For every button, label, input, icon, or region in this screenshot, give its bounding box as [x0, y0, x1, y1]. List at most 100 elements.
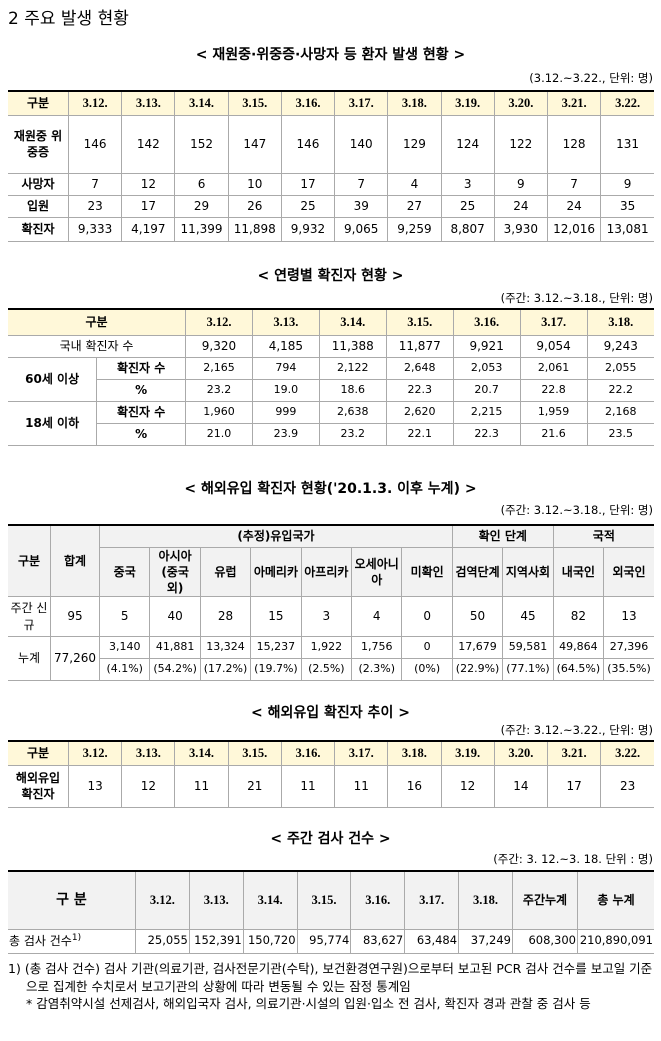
value-cell: 15 [250, 596, 302, 638]
share-cell: (17.2%) [199, 658, 252, 682]
share-cell: (54.2%) [149, 658, 201, 682]
header-cell: 3.17. [334, 740, 389, 766]
imported-cases-table: 구분 합계 (추정)유입국가 확인 단계 국적 중국 아시아(중국 외) 유럽 아메리카 아프리카… [8, 524, 654, 682]
weekly-tests-table: 구 분 3.12. 3.13. 3.14. 3.15. 3.16. 3.17. 3.18. 주간… [8, 870, 654, 954]
row-label: 확진자 수 [96, 356, 186, 380]
value-cell: 22.2 [586, 378, 654, 402]
value-cell: 150,720 [242, 928, 298, 954]
imported-trend-table: 구분 3.12. 3.13. 3.14. 3.15. 3.16. 3.17. 3.18. 3.1… [8, 740, 654, 808]
value-cell: 7 [546, 172, 602, 196]
row-label: 재원중 위중증 [8, 114, 69, 174]
footnote: * 감염취약시설 선제검사, 해외입국자 검사, 의료기관·시설의 입원·입소 … [8, 995, 653, 1013]
header-cell: 3.15. [385, 308, 454, 336]
header-cell: 외국인 [603, 546, 654, 598]
value-cell: 22.3 [385, 378, 454, 402]
value-cell: 152 [174, 114, 229, 174]
header-cell: 3.22. [600, 740, 654, 766]
value-cell: 131 [600, 114, 654, 174]
patient-status-table: 구분 3.12. 3.13. 3.14. 3.15. 3.16. 3.17. 3.18. 3.1… [8, 90, 654, 242]
data-row: 확진자 9,333 4,197 11,399 11,898 9,932 9,065 9,259… [8, 216, 654, 242]
value-cell: 2,648 [385, 356, 454, 380]
footnote-mark: * [26, 996, 33, 1011]
value-cell: 2,055 [586, 356, 654, 380]
value-cell: 142 [121, 114, 176, 174]
value-cell: 210,890,091 [577, 928, 654, 954]
footnote-mark: 1) [71, 933, 82, 944]
value-cell: 0 [401, 636, 453, 660]
value-cell: 17 [121, 194, 176, 218]
row-label: % [96, 378, 186, 402]
value-cell: 11 [334, 764, 389, 808]
value-cell: 4,185 [251, 334, 320, 358]
header-cell: 3.13. [251, 308, 320, 336]
header-row: 구분 3.12. 3.13. 3.14. 3.15. 3.16. 3.17. 3.18. [8, 308, 654, 336]
header-cell: 3.17. [404, 870, 460, 930]
value-cell: 10 [227, 172, 282, 196]
header-group: 국적 [552, 524, 654, 548]
value-cell: 29 [174, 194, 229, 218]
value-cell: 4 [351, 596, 403, 638]
row-label: 해외유입 확진자 [8, 764, 69, 808]
header-group: 확인 단계 [451, 524, 554, 548]
value-cell: 40 [149, 596, 201, 638]
value-cell: 95,774 [296, 928, 352, 954]
share-cell: (4.1%) [99, 658, 151, 682]
value-cell: 20.7 [452, 378, 521, 402]
value-cell: 128 [546, 114, 602, 174]
header-cell: 3.16. [280, 740, 336, 766]
value-cell: 18.6 [318, 378, 387, 402]
value-cell: 39 [334, 194, 389, 218]
header-cell: 3.22. [600, 90, 654, 116]
share-cell: (35.5%) [603, 658, 654, 682]
value-cell: 12 [121, 764, 176, 808]
value-cell: 13 [603, 596, 654, 638]
header-row: 구 분 3.12. 3.13. 3.14. 3.15. 3.16. 3.17. 3.18. 주간… [8, 870, 654, 930]
header-cell: 3.15. [227, 90, 282, 116]
value-cell: 11,877 [385, 334, 454, 358]
row-label: 총 검사 건수1) [8, 928, 136, 954]
header-cell: 미확인 [401, 546, 453, 598]
value-cell: 152,391 [188, 928, 244, 954]
header-row: 구분 합계 (추정)유입국가 확인 단계 국적 [8, 524, 654, 598]
header-cell: 3.12. [67, 740, 123, 766]
row-label: 사망자 [8, 172, 69, 196]
share-cell: (64.5%) [552, 658, 605, 682]
header-cell: 오세아니아 [351, 546, 403, 598]
value-cell: 140 [334, 114, 389, 174]
data-row: 해외유입 확진자 13 12 11 21 11 11 16 12 14 17 23 [8, 764, 654, 808]
value-cell: 25 [440, 194, 495, 218]
value-cell: 2,620 [385, 400, 454, 424]
value-cell: 16 [387, 764, 442, 808]
value-cell: 1,960 [185, 400, 253, 424]
value-cell: 794 [251, 356, 320, 380]
value-cell: 17 [546, 764, 602, 808]
header-cell: 3.12. [135, 870, 190, 930]
header-cell: 구 분 [8, 870, 136, 930]
header-cell: 3.15. [296, 870, 352, 930]
header-cell: 아시아(중국 외) [149, 546, 201, 598]
share-cell: (2.5%) [300, 658, 353, 682]
header-cell: 검역단계 [451, 546, 504, 598]
value-cell: 608,300 [512, 928, 578, 954]
value-cell: 13,081 [600, 216, 654, 242]
value-cell: 2,061 [519, 356, 588, 380]
header-cell: 3.16. [452, 308, 521, 336]
header-cell: 3.18. [586, 308, 654, 336]
data-row: 입원 23 17 29 26 25 39 27 25 24 24 35 [8, 194, 654, 218]
value-cell: 25 [280, 194, 336, 218]
header-cell: 아프리카 [300, 546, 353, 598]
value-cell: 63,484 [404, 928, 460, 954]
value-cell: 41,881 [149, 636, 201, 660]
value-cell: 9,921 [452, 334, 521, 358]
header-cell: 3.18. [387, 740, 442, 766]
header-cell: 구분 [8, 90, 69, 116]
section-title: < 해외유입 확진자 현황('20.1.3. 이후 누계) > [184, 481, 477, 497]
group-label: 60세 이상 [8, 356, 98, 402]
value-cell: 14 [493, 764, 548, 808]
data-row: % 21.0 23.9 23.2 22.1 22.3 21.6 23.5 [8, 422, 654, 446]
value-cell: 1,922 [300, 636, 353, 660]
row-label: 누계 [8, 636, 51, 682]
data-row: (4.1%) (54.2%) (17.2%) (19.7%) (2.5%) (2.3%)(… [8, 658, 654, 682]
value-cell: 13 [67, 764, 123, 808]
value-cell: 8,807 [440, 216, 495, 242]
